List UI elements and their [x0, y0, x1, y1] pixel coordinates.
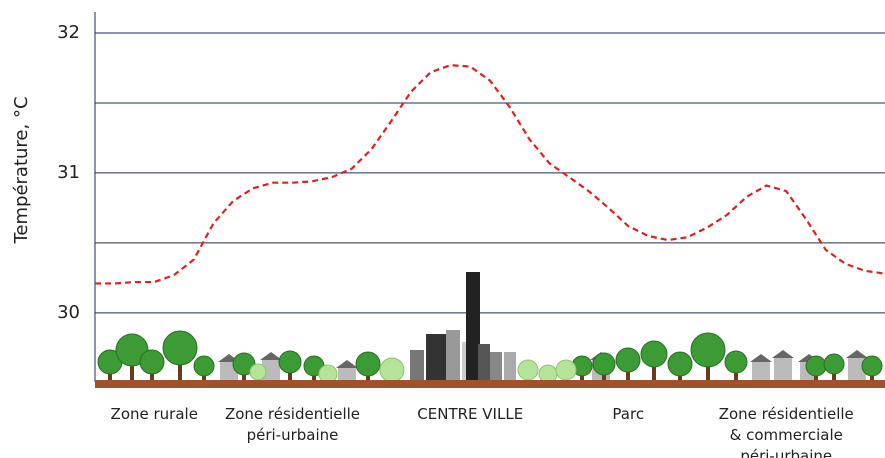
roof — [846, 350, 868, 358]
temperature-line — [95, 64, 885, 285]
roof — [750, 354, 772, 362]
bush — [555, 359, 577, 381]
house — [262, 360, 280, 380]
building — [426, 334, 446, 380]
building — [410, 350, 424, 380]
bush — [249, 363, 267, 381]
tree — [640, 340, 668, 368]
tree — [355, 351, 381, 377]
tree — [115, 333, 149, 367]
tree — [232, 352, 256, 376]
tree — [615, 347, 641, 373]
bush — [517, 359, 539, 381]
house — [752, 362, 770, 380]
roof — [260, 352, 282, 360]
scenery — [97, 272, 883, 384]
building — [466, 272, 480, 380]
tree — [278, 350, 302, 374]
ground — [95, 380, 885, 388]
x-category-label: CENTRE VILLE — [417, 405, 524, 423]
roof — [772, 350, 794, 358]
tree — [667, 351, 693, 377]
building — [478, 344, 490, 380]
tree — [861, 355, 883, 377]
house — [774, 358, 792, 380]
x-category-label: Parc — [612, 405, 645, 423]
tree — [193, 355, 215, 377]
y-axis-label: Température, °C — [11, 96, 32, 244]
y-tick-label: 31 — [57, 162, 80, 183]
house — [848, 358, 866, 380]
house — [338, 368, 356, 380]
tree — [823, 353, 845, 375]
x-category-label: Zone rurale — [110, 405, 198, 423]
tree — [690, 332, 726, 368]
tree — [805, 355, 827, 377]
bush — [379, 357, 405, 383]
y-tick-label: 30 — [57, 302, 80, 323]
roof — [336, 360, 358, 368]
building — [490, 352, 502, 380]
tree — [724, 350, 748, 374]
building — [446, 330, 460, 380]
y-tick-label: 32 — [57, 22, 80, 43]
building — [504, 352, 516, 380]
x-category-label: Zone résidentielle péri-urbaine — [224, 405, 361, 444]
tree — [162, 330, 198, 366]
tree — [592, 352, 616, 376]
x-category-label: Zone résidentielle & commerciale péri-ur… — [718, 405, 854, 458]
tree — [139, 349, 165, 375]
